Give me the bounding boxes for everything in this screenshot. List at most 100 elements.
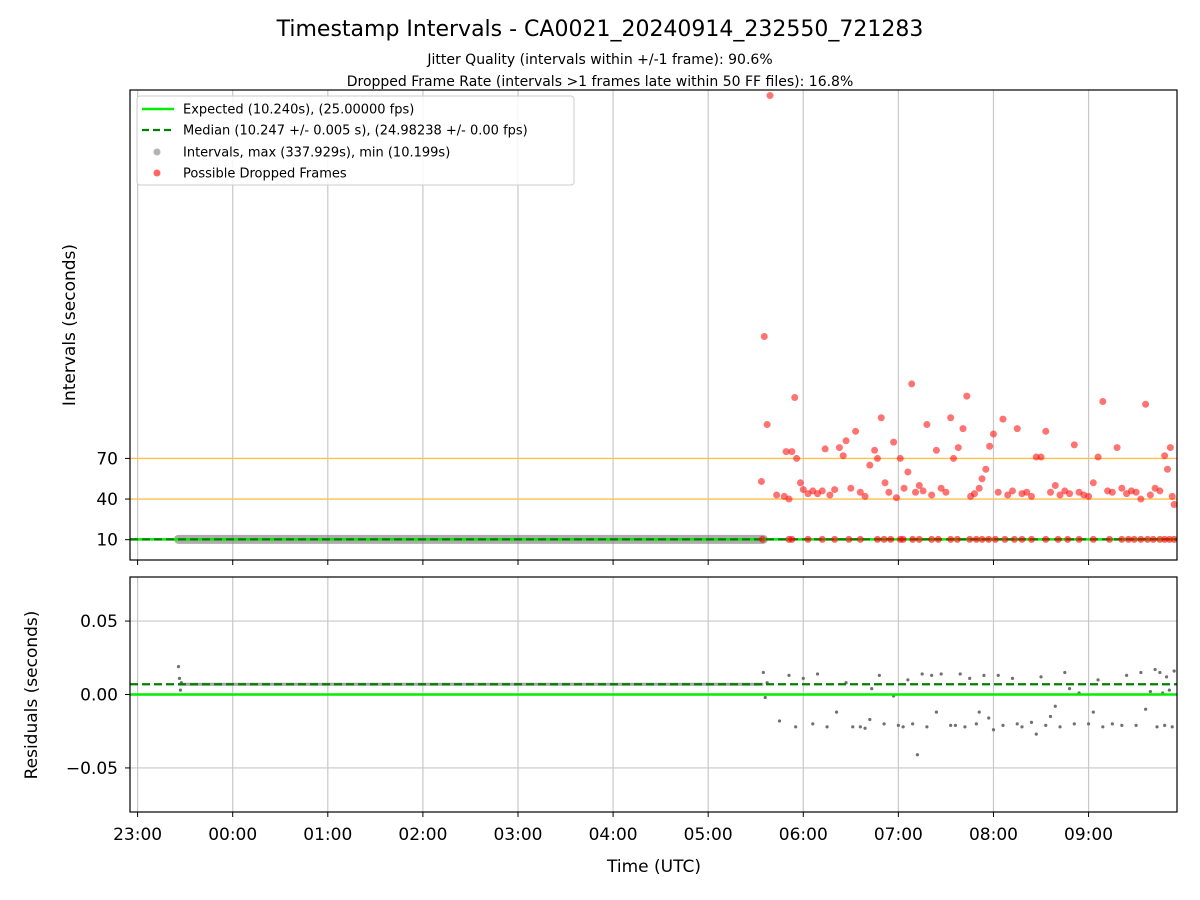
dropped-frame-point (793, 454, 801, 462)
residual-point (934, 710, 939, 714)
dropped-frame-point (796, 479, 804, 487)
dropped-frame-point (991, 535, 999, 543)
residual-point (763, 695, 767, 700)
dropped-frame-point (1130, 535, 1138, 543)
residual-point (1086, 722, 1091, 726)
dropped-frame-point (1132, 488, 1140, 496)
top-y-tick-label: 70 (96, 449, 118, 469)
dropped-frame-point (950, 454, 958, 462)
x-tick-label: 01:00 (303, 825, 352, 845)
dropped-frame-point (785, 495, 793, 503)
residual-point (915, 753, 919, 757)
residual-point (911, 722, 915, 726)
dropped-frame-point (842, 437, 850, 445)
bottom-y-tick-label: −0.05 (66, 759, 118, 779)
residual-point (1120, 723, 1124, 727)
dropped-frame-point (954, 444, 962, 452)
dropped-frame-point (1166, 444, 1174, 452)
residual-point (991, 728, 996, 732)
dropped-frame-point (896, 454, 904, 462)
dropped-frame-point (890, 438, 898, 446)
dropped-frame-point (947, 414, 955, 422)
dropped-frame-point (773, 491, 781, 499)
residual-point (1172, 669, 1176, 673)
residual-point (974, 722, 978, 726)
dropped-frame-point (970, 490, 978, 498)
residual-point (953, 723, 958, 727)
residual-point (1134, 723, 1138, 727)
dropped-frame-point (788, 448, 796, 456)
dropped-frame-point (1085, 492, 1093, 500)
x-tick-label: 08:00 (969, 825, 1018, 845)
dropped-frame-point (978, 535, 986, 543)
residual-point (982, 673, 986, 678)
dropped-frame-point (1170, 535, 1177, 543)
dropped-frame-point (975, 484, 983, 492)
dropped-frame-point (831, 535, 839, 543)
dropped-frame-point (1156, 487, 1164, 495)
top-y-tick-label: 10 (96, 531, 118, 551)
dropped-frame-point (866, 461, 874, 469)
dropped-frame-point (1163, 465, 1171, 473)
dropped-frame-point (1001, 535, 1009, 543)
dropped-frame-point (989, 430, 997, 438)
residual-point (851, 725, 855, 729)
dropped-frame-point (919, 487, 927, 495)
dropped-frame-point (839, 452, 847, 460)
dropped-frame-point (835, 444, 843, 452)
dropped-frame-point (986, 442, 994, 450)
residual-point (794, 725, 798, 729)
dropped-frame-point (788, 535, 796, 543)
residual-point (1039, 675, 1043, 679)
dropped-frame-point (799, 486, 807, 494)
residual-point (787, 673, 791, 678)
dropped-frame-point (1042, 427, 1050, 435)
top-y-tick-label: 40 (96, 490, 118, 510)
legend-label: Median (10.247 +/- 0.005 s), (24.98238 +… (183, 124, 528, 139)
dropped-frame-point (908, 380, 916, 388)
dropped-frame-point (923, 421, 931, 429)
residual-point (1058, 725, 1062, 729)
x-tick-label: 07:00 (874, 825, 923, 845)
dropped-frame-point (915, 482, 923, 490)
legend-intervals-swatch (153, 148, 161, 156)
residual-point (815, 672, 820, 676)
dropped-frame-point (1066, 490, 1074, 498)
dropped-frame-point (887, 535, 895, 543)
dropped-frame-point (953, 535, 961, 543)
dropped-frame-point (934, 535, 942, 543)
residual-point (968, 676, 972, 680)
dropped-frame-point (1144, 535, 1152, 543)
dropped-frame-point (937, 484, 945, 492)
dropped-frame-point (978, 475, 986, 483)
dropped-frame-point (982, 465, 990, 473)
dropped-frame-point (1099, 398, 1107, 406)
residuals-panel: 0.05 0.00 −0.05 23:00 00:00 01:00 02:00 03:00 04… (66, 576, 1178, 845)
residual-point (1067, 687, 1072, 691)
dropped-frame-point (1149, 535, 1157, 543)
dropped-frame-point (900, 484, 908, 492)
residual-point (1072, 722, 1076, 726)
residual-point (1001, 723, 1005, 727)
residuals-plot-area (130, 577, 1177, 812)
residual-point (811, 722, 815, 726)
legend-label: Intervals, max (337.929s), min (10.199s) (183, 146, 450, 161)
dropped-frame-point (1170, 500, 1177, 508)
residual-point (868, 717, 872, 722)
residual-point (1124, 673, 1129, 678)
residual-point (1153, 667, 1157, 672)
dropped-frame-point (899, 535, 907, 543)
residual-point (801, 676, 805, 680)
dropped-frame-point (757, 477, 765, 485)
residual-point (906, 678, 910, 682)
residual-point (958, 672, 962, 676)
dropped-frame-point (904, 468, 912, 476)
legend-label: Expected (10.240s), (25.00000 fps) (183, 103, 414, 118)
residual-point (1044, 723, 1048, 727)
dropped-frame-point (892, 494, 900, 502)
dropped-frame-point (1137, 495, 1145, 503)
residual-point (977, 710, 981, 714)
dropped-frame-point (1028, 535, 1036, 543)
dropped-frame-point (1168, 492, 1176, 500)
